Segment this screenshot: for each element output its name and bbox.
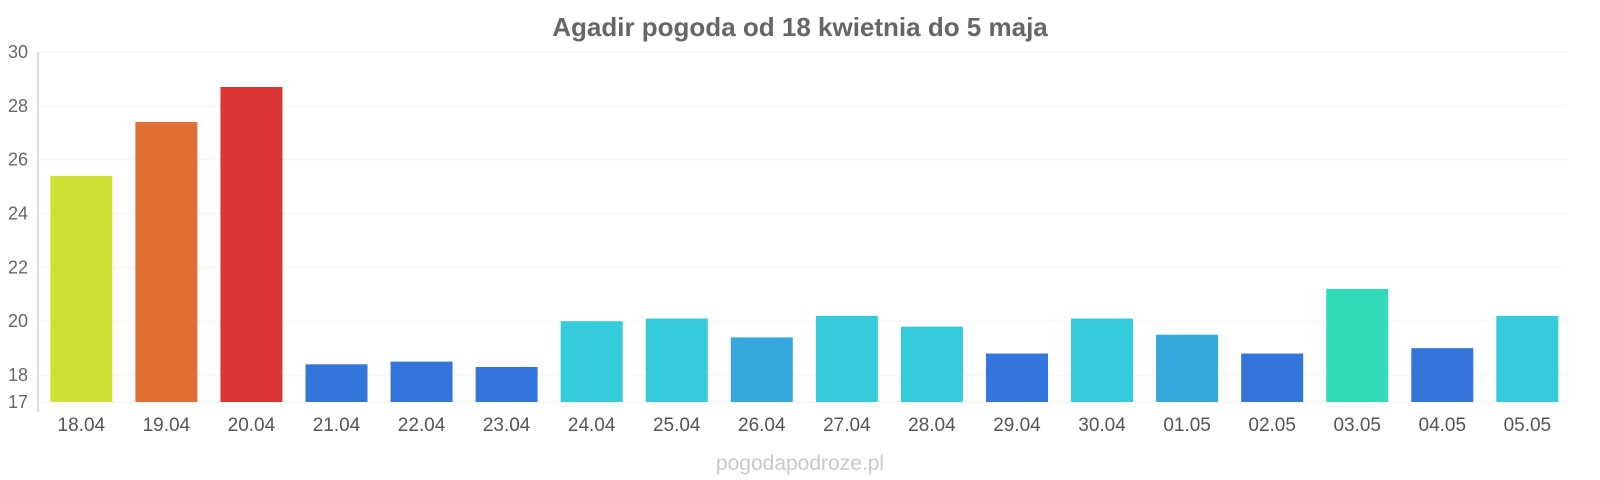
x-tick-label: 30.04: [1078, 415, 1126, 436]
x-tick-label: 28.04: [908, 415, 956, 436]
y-tick-label: 28: [8, 96, 28, 116]
gridlines: [38, 51, 1566, 403]
bar-29.04: [985, 353, 1048, 402]
x-tick-label: 19.04: [143, 415, 191, 436]
x-tick-label: 24.04: [568, 415, 616, 436]
x-tick-label: 26.04: [738, 415, 786, 436]
x-axis-ticks: 18.04 19.04 20.04 21.04 22.04 23.04 24.04 25.04…: [58, 415, 1552, 436]
bar-18.04: [50, 175, 113, 402]
bar-05.05: [1496, 315, 1559, 402]
x-tick-label: 27.04: [823, 415, 871, 436]
y-tick-label: 20: [8, 311, 28, 331]
bar-23.04: [475, 367, 538, 402]
bar-01.05: [1156, 334, 1219, 402]
bar-19.04: [135, 122, 198, 402]
bar-22.04: [390, 361, 453, 402]
y-tick-label: 18: [8, 365, 28, 385]
watermark-source: pogodapodroze.pl: [716, 452, 884, 475]
x-tick-label: 20.04: [228, 415, 276, 436]
x-tick-label: 05.05: [1504, 415, 1552, 436]
bar-27.04: [815, 315, 878, 402]
bar-03.05: [1326, 288, 1389, 402]
bar-26.04: [730, 337, 793, 402]
x-tick-label: 18.04: [58, 415, 106, 436]
y-tick-label: 22: [8, 257, 28, 277]
x-tick-label: 29.04: [993, 415, 1041, 436]
y-tick-label: 30: [8, 42, 28, 62]
chart-title: Agadir pogoda od 18 kwietnia do 5 maja: [552, 12, 1048, 42]
x-tick-label: 22.04: [398, 415, 446, 436]
bar-02.05: [1241, 353, 1304, 402]
x-tick-label: 03.05: [1333, 415, 1381, 436]
x-tick-label: 23.04: [483, 415, 531, 436]
bar-24.04: [560, 321, 623, 402]
x-tick-label: 21.04: [313, 415, 361, 436]
x-tick-label: 25.04: [653, 415, 701, 436]
bar-28.04: [900, 326, 963, 402]
bar-30.04: [1071, 318, 1134, 402]
y-axis-ticks: 30 28 26 24 22 20 18 17: [8, 42, 28, 412]
x-tick-label: 02.05: [1248, 415, 1296, 436]
y-tick-label: 26: [8, 150, 28, 170]
bar-04.05: [1411, 348, 1474, 402]
y-tick-label: 17: [8, 392, 28, 412]
x-tick-label: 01.05: [1163, 415, 1211, 436]
bar-21.04: [305, 364, 368, 402]
y-tick-label: 24: [8, 204, 28, 224]
x-tick-label: 04.05: [1419, 415, 1467, 436]
bars: [50, 87, 1559, 402]
bar-25.04: [645, 318, 708, 402]
bar-20.04: [220, 87, 283, 402]
